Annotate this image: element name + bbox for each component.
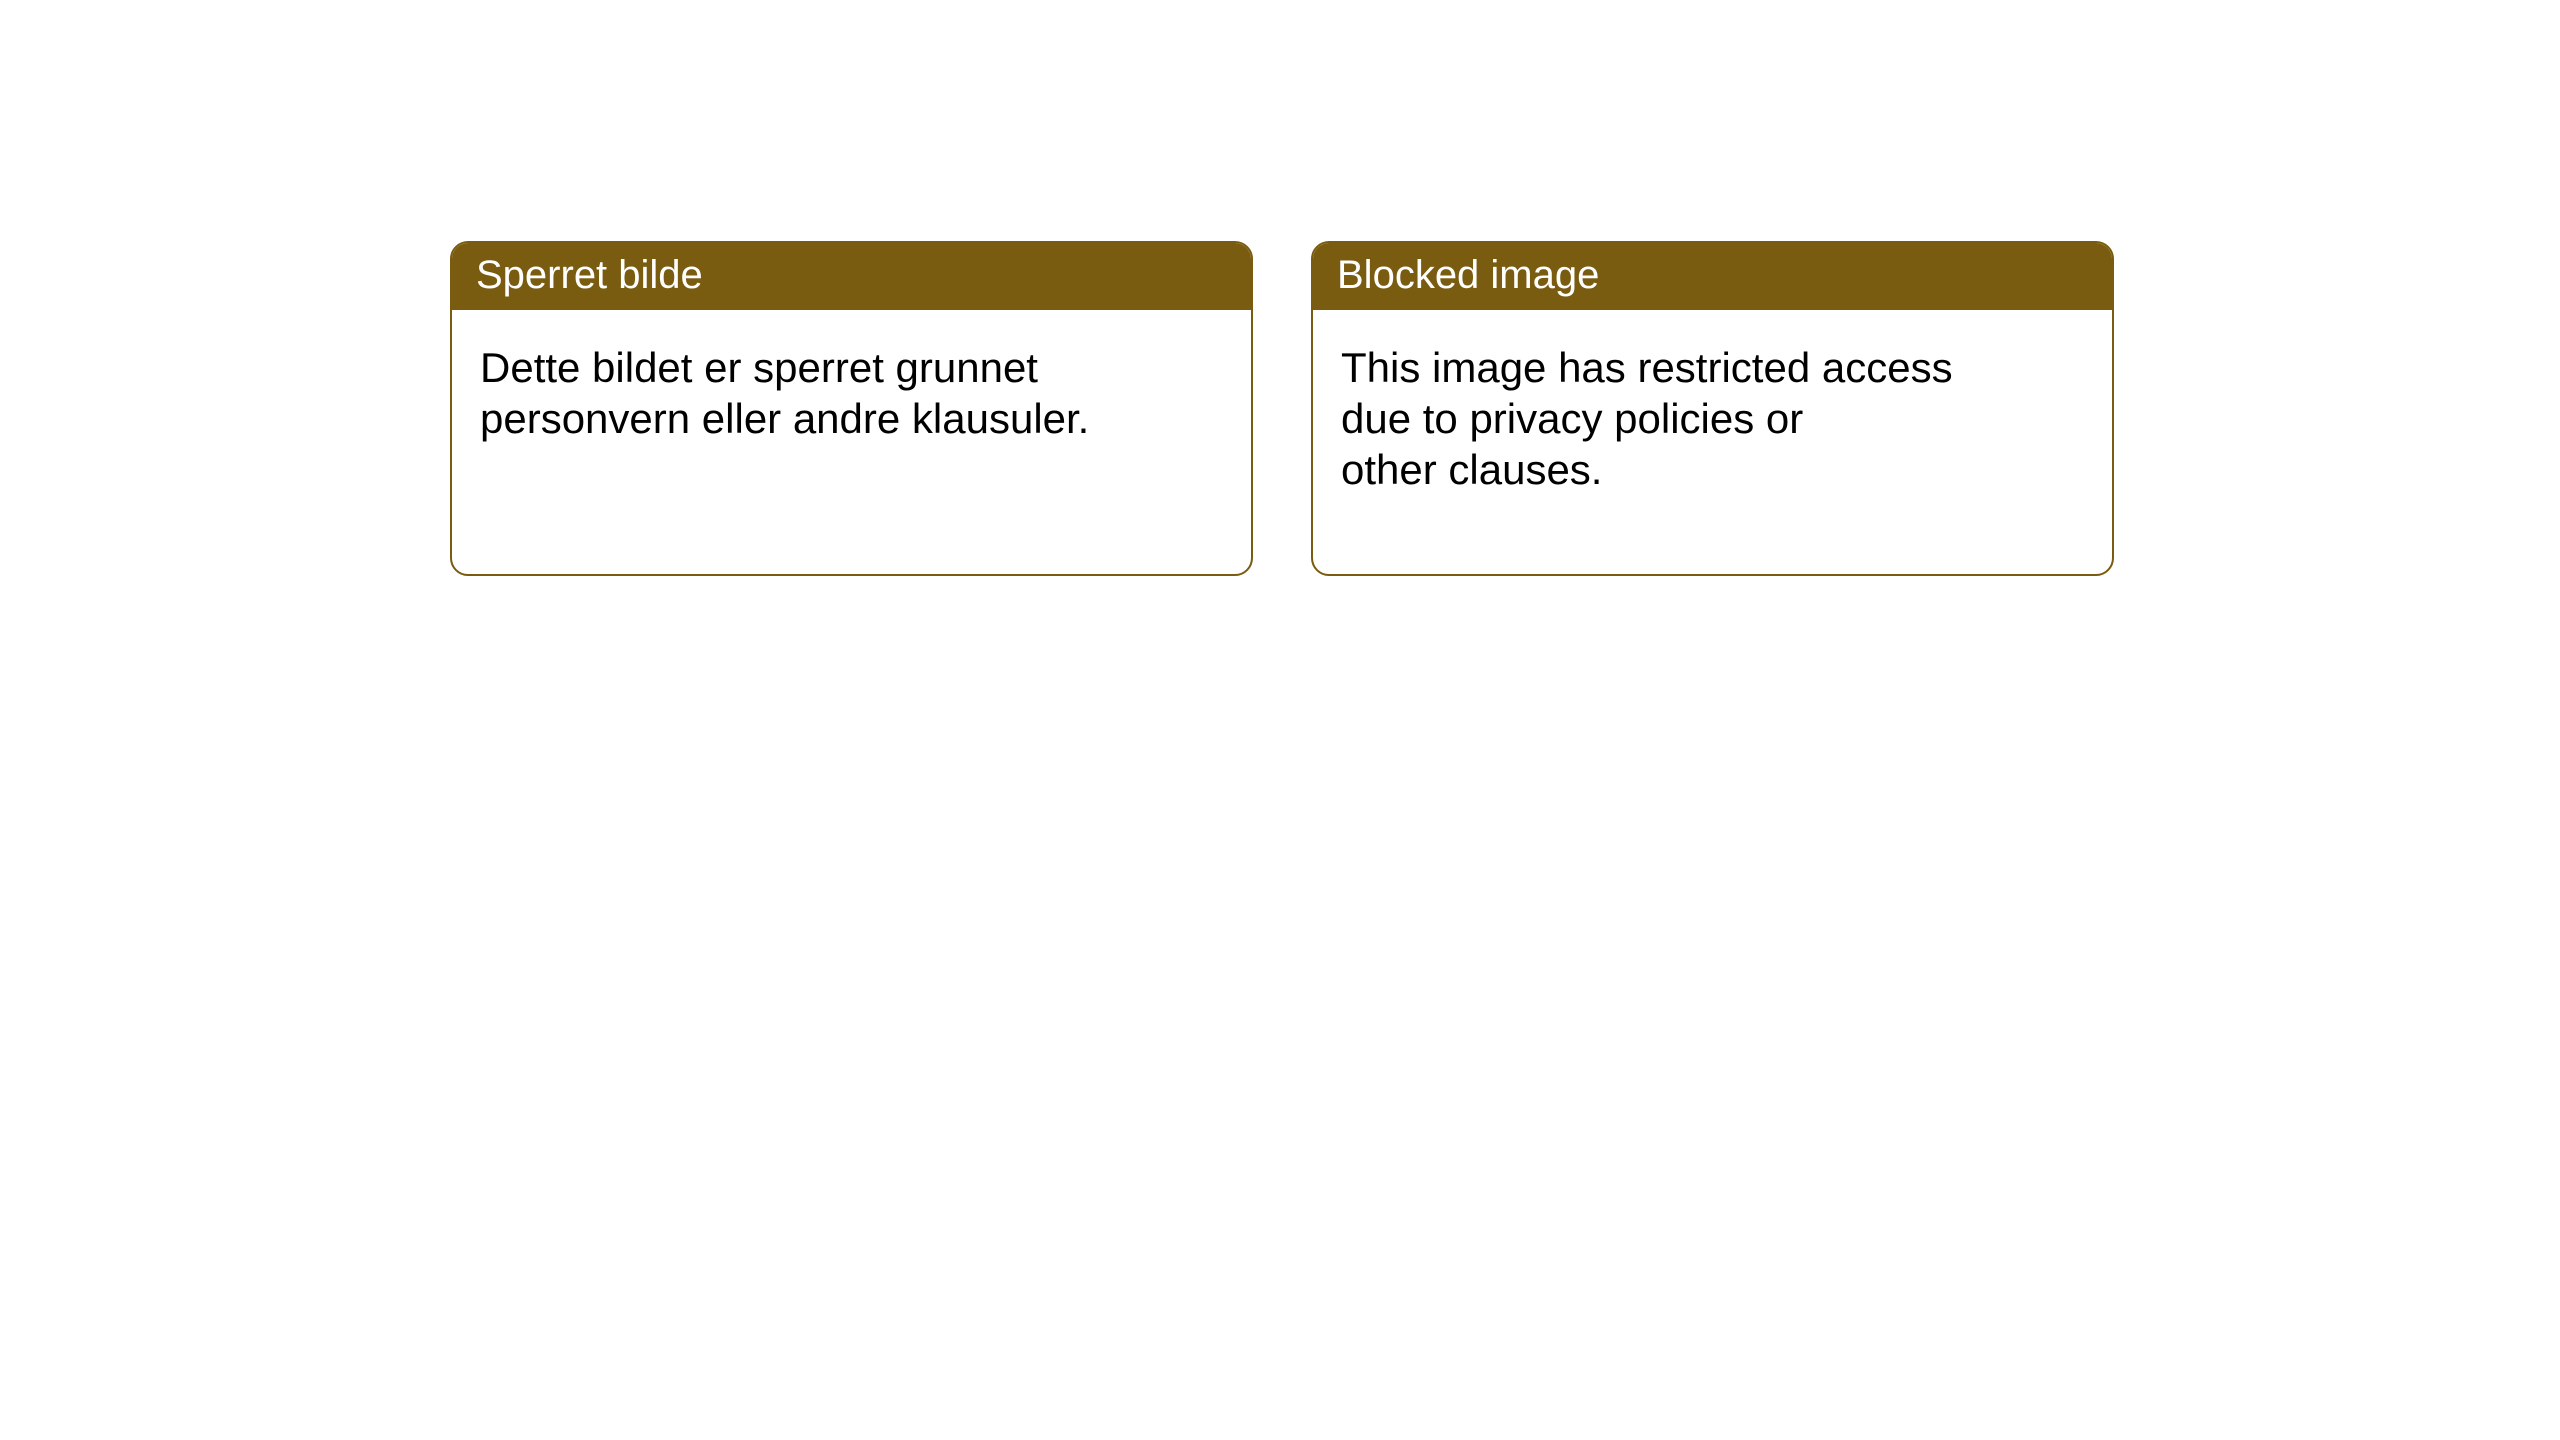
notice-card-norwegian: Sperret bilde Dette bildet er sperret gr… xyxy=(450,241,1253,576)
notice-body-norwegian: Dette bildet er sperret grunnet personve… xyxy=(452,310,1251,476)
notice-body-english: This image has restricted access due to … xyxy=(1313,310,2112,528)
notice-header-english: Blocked image xyxy=(1313,243,2112,310)
notice-container: Sperret bilde Dette bildet er sperret gr… xyxy=(0,0,2560,576)
notice-card-english: Blocked image This image has restricted … xyxy=(1311,241,2114,576)
notice-header-norwegian: Sperret bilde xyxy=(452,243,1251,310)
